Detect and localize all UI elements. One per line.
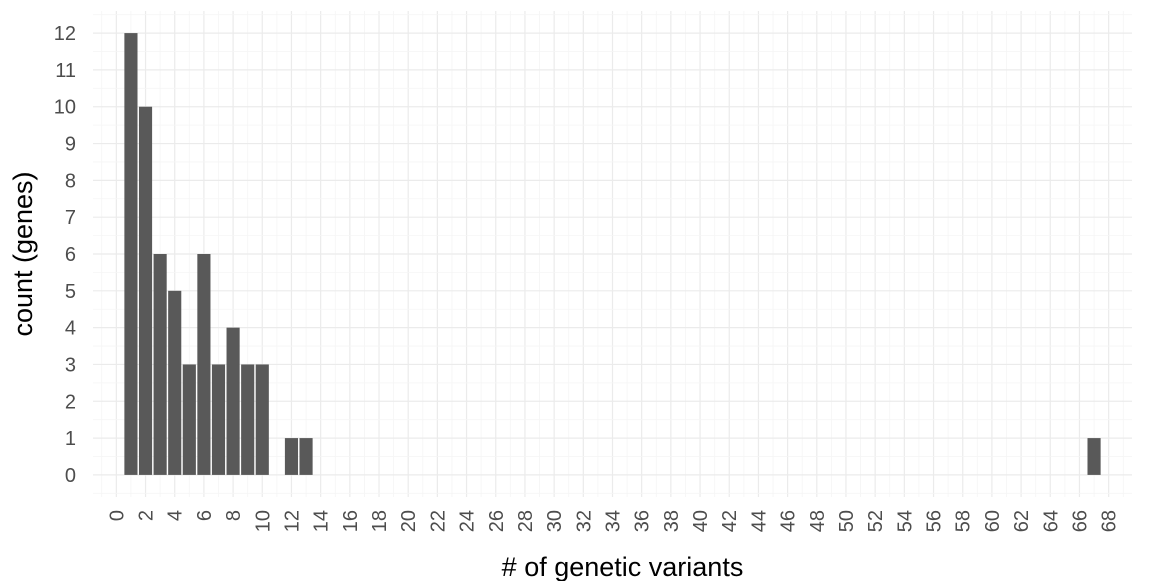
bar	[284, 438, 299, 475]
x-tick-label: 2	[136, 510, 158, 521]
x-tick-label: 26	[486, 510, 508, 532]
y-tick-label: 7	[65, 207, 76, 229]
x-tick-label: 28	[515, 510, 537, 532]
bar	[124, 33, 138, 475]
bars	[124, 33, 1101, 475]
y-tick-label: 12	[54, 23, 76, 45]
x-tick-label: 14	[311, 510, 333, 532]
bar	[153, 254, 167, 475]
x-tick-label: 34	[603, 510, 625, 532]
y-tick-label: 0	[65, 465, 76, 487]
x-tick-label: 52	[865, 510, 887, 532]
x-tick-label: 44	[748, 510, 770, 532]
bar	[226, 327, 240, 475]
x-tick-label: 48	[807, 510, 829, 532]
x-tick-label: 40	[690, 510, 712, 532]
x-tick-label: 38	[661, 510, 683, 532]
x-tick-label: 66	[1069, 510, 1091, 532]
bar	[241, 364, 255, 475]
y-axis-title: count (genes)	[8, 171, 38, 336]
y-tick-label: 5	[65, 281, 76, 303]
x-tick-label: 10	[252, 510, 274, 532]
bar	[255, 364, 269, 475]
x-axis-tick-labels: 0 2 4 6 8 10 12 14 16 18 20 22 24 26 28 30 32 34 36 38 40 42 4…	[106, 510, 1120, 532]
x-tick-label: 24	[457, 510, 479, 532]
x-tick-label: 42	[719, 510, 741, 532]
x-tick-label: 60	[982, 510, 1004, 532]
y-tick-label: 6	[65, 244, 76, 266]
x-tick-label: 58	[953, 510, 975, 532]
y-tick-label: 10	[54, 97, 76, 119]
bar	[197, 254, 211, 475]
y-tick-label: 1	[65, 428, 76, 450]
x-tick-label: 50	[836, 510, 858, 532]
x-tick-label: 62	[1011, 510, 1033, 532]
y-tick-label: 8	[65, 170, 76, 192]
x-tick-label: 46	[778, 510, 800, 532]
bar	[211, 364, 226, 475]
x-axis-title: # of genetic variants	[502, 552, 744, 581]
bar	[138, 106, 153, 475]
x-tick-label: 36	[632, 510, 654, 532]
bar	[168, 290, 182, 475]
x-tick-label: 64	[1040, 510, 1062, 532]
bar	[299, 438, 313, 475]
x-tick-label: 4	[165, 510, 187, 521]
x-tick-label: 54	[894, 510, 916, 532]
x-tick-label: 6	[194, 510, 216, 521]
x-tick-label: 18	[369, 510, 391, 532]
x-tick-label: 30	[544, 510, 566, 532]
x-tick-label: 20	[398, 510, 420, 532]
x-tick-label: 56	[924, 510, 946, 532]
grid-lines	[93, 11, 1132, 497]
x-tick-label: 68	[1099, 510, 1121, 532]
x-tick-label: 0	[106, 510, 128, 521]
bar	[1087, 438, 1101, 475]
y-tick-label: 11	[55, 60, 76, 82]
y-tick-label: 2	[65, 391, 76, 413]
bar	[182, 364, 196, 475]
x-tick-label: 32	[573, 510, 595, 532]
x-tick-label: 8	[223, 510, 245, 521]
y-tick-label: 4	[65, 318, 76, 340]
x-tick-label: 16	[340, 510, 362, 532]
x-tick-label: 12	[281, 510, 303, 532]
y-tick-label: 9	[65, 134, 76, 156]
y-tick-label: 3	[65, 354, 76, 376]
x-tick-label: 22	[427, 510, 449, 532]
